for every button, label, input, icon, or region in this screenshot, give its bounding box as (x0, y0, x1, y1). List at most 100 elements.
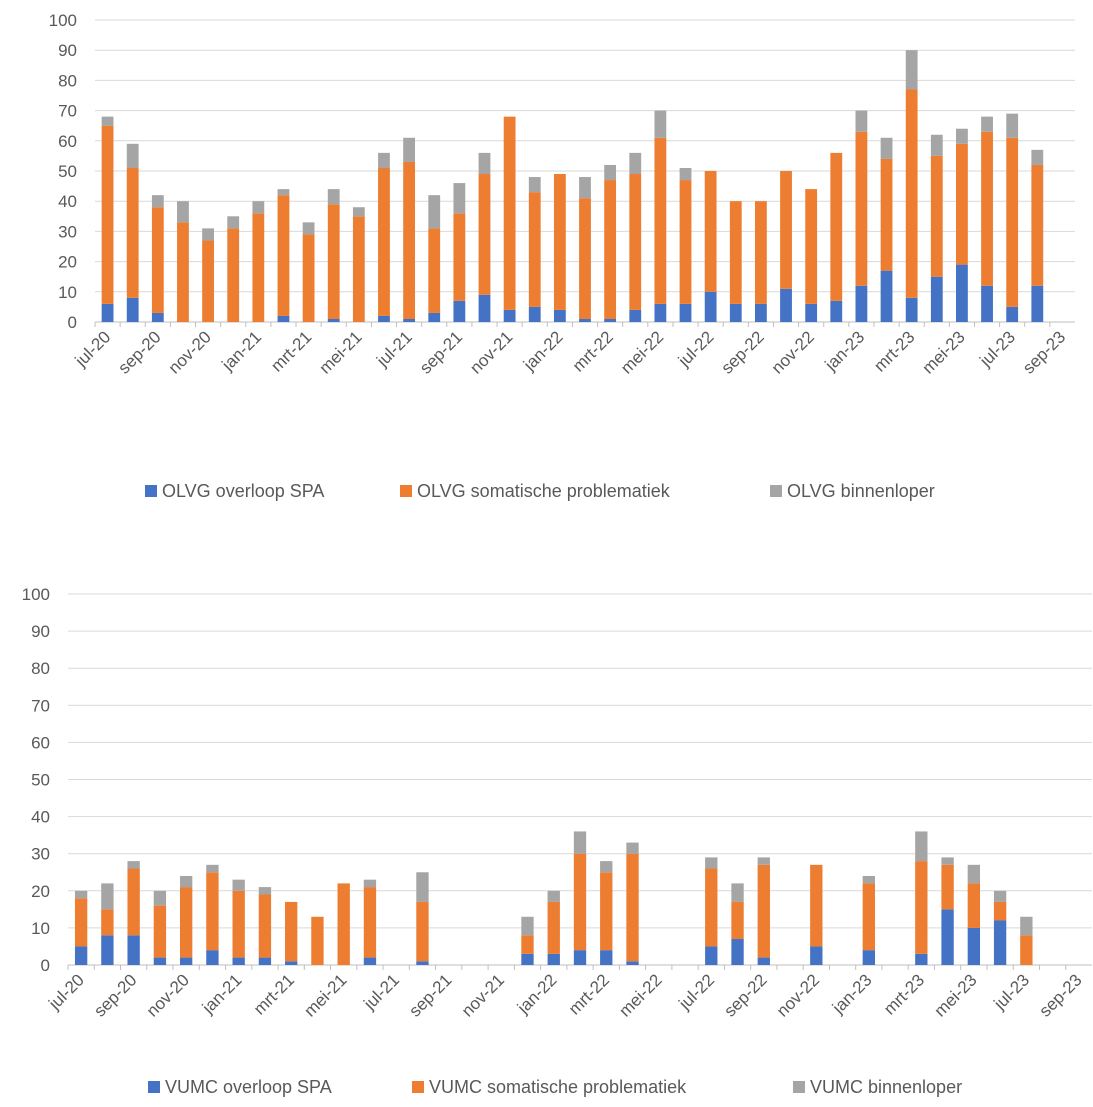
y-tick-label: 90 (31, 622, 50, 641)
bar-segment (981, 131, 993, 286)
bar-segment (780, 171, 792, 289)
y-tick-label: 0 (68, 313, 77, 332)
x-tick-label: jul-23 (975, 327, 1019, 371)
x-tick-label: mrt-23 (870, 327, 918, 375)
bar-segment (654, 303, 667, 322)
y-tick-label: 80 (58, 71, 77, 90)
x-tick-label: jul-20 (71, 327, 115, 371)
y-tick-label: 70 (31, 696, 50, 715)
bar-segment (478, 294, 491, 322)
bar-segment (403, 318, 416, 322)
bar-segment (277, 195, 290, 316)
bar-segment (956, 128, 968, 144)
bar-segment (258, 887, 272, 895)
bar-segment (302, 222, 315, 235)
x-tick-label: mrt-22 (569, 327, 617, 375)
y-tick-label: 50 (58, 162, 77, 181)
y-tick-label: 60 (31, 733, 50, 752)
bar-segment (528, 177, 541, 193)
bar-segment (862, 875, 875, 884)
legend-swatch (770, 485, 782, 497)
bar-segment (626, 853, 639, 962)
bar-segment (1020, 916, 1033, 936)
x-tick-label: jan-21 (198, 970, 246, 1018)
bar-segment (941, 909, 954, 965)
bar-segment (327, 204, 340, 319)
bar-segment (153, 890, 167, 906)
x-tick-label: mrt-21 (250, 970, 298, 1018)
legend-label: VUMC binnenloper (810, 1077, 962, 1097)
x-tick-label: jan-21 (218, 327, 266, 375)
x-tick-label: sep-22 (720, 970, 770, 1020)
y-tick-label: 0 (41, 956, 50, 975)
x-tick-label: mei-21 (315, 327, 365, 377)
bar-segment (757, 857, 770, 865)
bar-segment (232, 957, 245, 965)
bar-segment (258, 894, 272, 958)
bar-segment (993, 890, 1007, 902)
bar-segment (352, 207, 365, 217)
bar-segment (810, 946, 823, 965)
bar-segment (503, 116, 516, 310)
bar-segment (880, 158, 893, 271)
bar-segment (993, 901, 1007, 921)
y-tick-label: 10 (58, 283, 77, 302)
x-tick-label: mrt-21 (267, 327, 315, 375)
bar-segment (780, 288, 792, 322)
bar-segment (579, 198, 591, 319)
bar-segment (521, 953, 534, 965)
bar-segment (600, 861, 613, 873)
bar-segment (981, 116, 993, 132)
bar-segment (1006, 113, 1019, 138)
bar-segment (378, 315, 390, 322)
bar-segment (830, 300, 843, 322)
legend-swatch (412, 1081, 424, 1093)
bar-segment (416, 872, 429, 902)
legend-swatch (793, 1081, 805, 1093)
bar-segment (151, 312, 164, 322)
x-tick-label: jul-21 (372, 327, 416, 371)
x-tick-label: sep-21 (405, 970, 455, 1020)
bar-segment (967, 883, 981, 928)
bar-segment (553, 309, 566, 322)
bar-segment (757, 957, 770, 965)
bar-segment (967, 927, 981, 965)
bar-segment (428, 195, 441, 229)
bar-segment (731, 939, 744, 965)
bar-segment (227, 228, 240, 322)
bar-segment (1006, 137, 1019, 307)
bar-segment (337, 883, 350, 965)
x-tick-label: jan-23 (821, 327, 869, 375)
bar-segment (626, 961, 639, 965)
bar-segment (941, 864, 954, 910)
x-tick-label: mei-23 (919, 327, 969, 377)
bar-segment (705, 868, 718, 947)
bar-segment (600, 950, 613, 965)
bar-segment (528, 192, 541, 307)
bar-segment (915, 861, 928, 954)
y-tick-label: 10 (31, 919, 50, 938)
bar-segment (179, 957, 193, 965)
x-tick-label: jul-23 (990, 970, 1034, 1014)
y-tick-label: 30 (58, 222, 77, 241)
x-tick-label: mei-23 (930, 970, 980, 1020)
bar-segment (151, 207, 164, 313)
legend-label: OLVG binnenloper (787, 481, 935, 501)
bar-segment (428, 228, 441, 313)
bar-segment (604, 318, 617, 322)
bar-segment (202, 228, 214, 241)
bar-segment (285, 961, 298, 965)
bar-segment (206, 950, 219, 965)
bar-segment (805, 303, 818, 322)
legend-label: VUMC overloop SPA (165, 1077, 332, 1097)
bar-segment (74, 898, 88, 947)
bar-segment (258, 957, 272, 965)
y-tick-label: 100 (22, 585, 50, 604)
bar-segment (805, 189, 818, 304)
bar-segment (227, 216, 240, 229)
x-tick-label: sep-22 (718, 327, 768, 377)
bar-segment (579, 318, 591, 322)
bar-segment (1031, 149, 1044, 165)
bar-segment (74, 890, 88, 899)
bar-segment (830, 152, 843, 301)
